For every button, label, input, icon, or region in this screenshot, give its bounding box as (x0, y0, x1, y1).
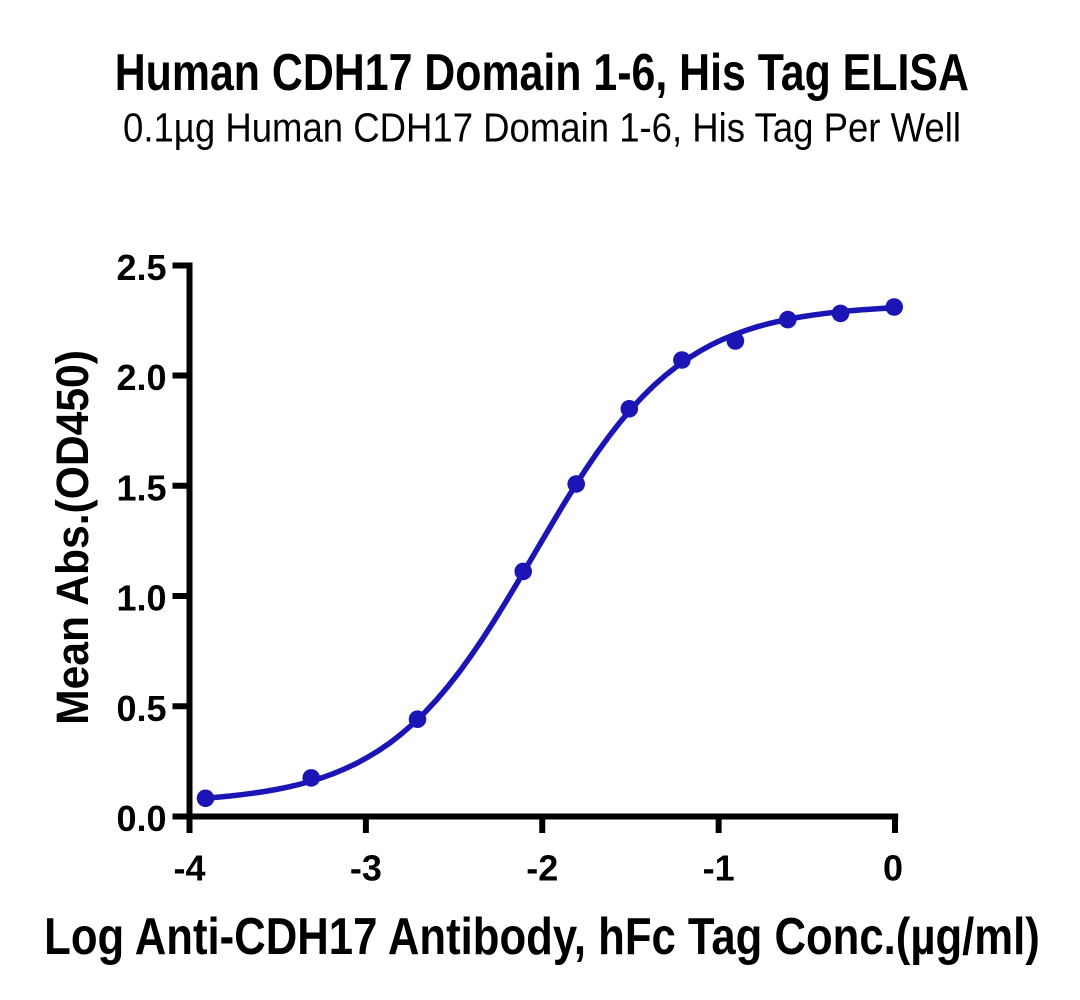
svg-text:2.5: 2.5 (116, 247, 166, 288)
svg-text:0.1µg Human CDH17 Domain 1-6,: 0.1µg Human CDH17 Domain 1-6, His Tag Pe… (123, 106, 961, 151)
svg-text:2.0: 2.0 (116, 357, 166, 398)
svg-text:Mean Abs.(OD450): Mean Abs.(OD450) (48, 350, 98, 725)
svg-text:-3: -3 (350, 848, 382, 889)
svg-text:-1: -1 (703, 848, 735, 889)
svg-text:-2: -2 (526, 848, 558, 889)
svg-text:0.5: 0.5 (116, 688, 166, 729)
svg-text:0.0: 0.0 (116, 798, 166, 839)
svg-text:-4: -4 (173, 848, 205, 889)
svg-text:Human CDH17 Domain 1-6, His Ta: Human CDH17 Domain 1-6, His Tag ELISA (115, 44, 969, 102)
svg-text:1.0: 1.0 (116, 578, 166, 619)
svg-text:1.5: 1.5 (116, 467, 166, 508)
svg-text:0: 0 (883, 848, 903, 889)
svg-text:Log Anti-CDH17 Antibody, hFc T: Log Anti-CDH17 Antibody, hFc Tag Conc.(µ… (44, 909, 1040, 966)
